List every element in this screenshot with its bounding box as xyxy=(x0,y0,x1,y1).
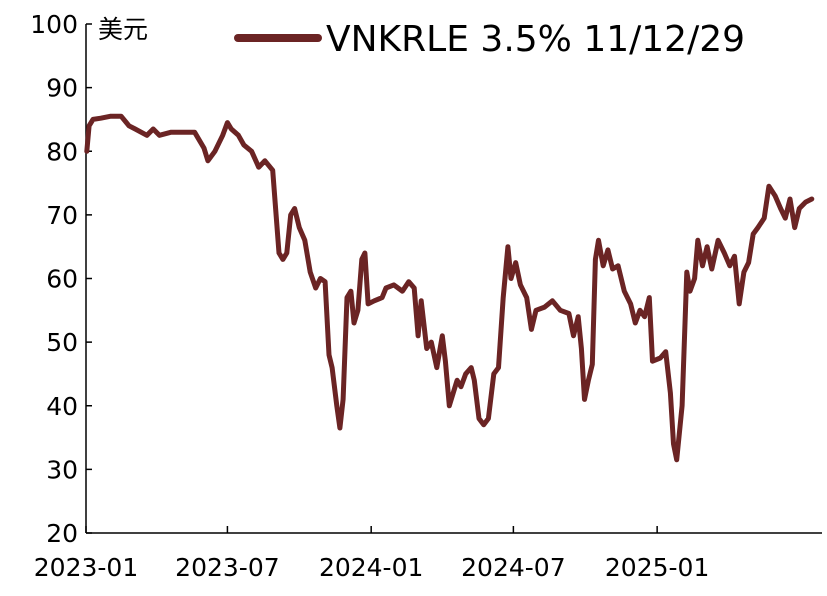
ticks: 20 30 40 50 60 70 80 90 100 2023-01 2023-07 2024-01… xyxy=(30,10,709,582)
y-tick-label: 40 xyxy=(46,392,78,421)
y-tick-label: 50 xyxy=(46,328,78,357)
y-tick-label: 60 xyxy=(46,265,78,294)
series-line-0 xyxy=(84,113,815,463)
unit-label: 美元 xyxy=(98,15,148,44)
x-tick-label: 2023-07 xyxy=(175,553,279,582)
y-tick-label: 80 xyxy=(46,137,78,166)
y-tick-label: 90 xyxy=(46,74,78,103)
x-tick-label: 2024-01 xyxy=(319,553,423,582)
axes xyxy=(85,24,822,534)
y-tick-label: 30 xyxy=(46,455,78,484)
y-tick-label: 70 xyxy=(46,201,78,230)
x-tick-label: 2024-07 xyxy=(461,553,565,582)
legend: VNKRLE 3.5% 11/12/29 xyxy=(234,19,745,60)
legend-label: VNKRLE 3.5% 11/12/29 xyxy=(326,19,745,60)
x-tick-label: 2025-01 xyxy=(605,553,709,582)
series-layer xyxy=(84,113,815,463)
y-tick-label: 20 xyxy=(46,519,78,548)
x-tick-label: 2023-01 xyxy=(34,553,138,582)
y-tick-label: 100 xyxy=(30,10,78,39)
